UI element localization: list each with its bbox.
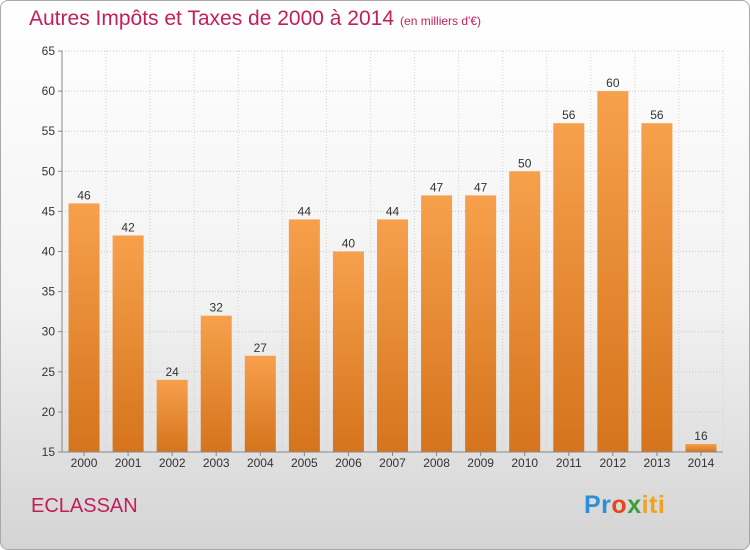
x-tick-label: 2014 bbox=[688, 456, 715, 470]
bar-value-label: 56 bbox=[650, 108, 664, 122]
logo-part-1: Pr bbox=[584, 491, 612, 519]
bar-value-label: 47 bbox=[474, 180, 488, 194]
x-tick-label: 2002 bbox=[159, 456, 186, 470]
y-tick-label: 60 bbox=[42, 84, 56, 98]
bar-2008 bbox=[421, 195, 453, 453]
bar-value-label: 47 bbox=[430, 180, 444, 194]
x-tick-label: 2012 bbox=[599, 456, 626, 470]
bars: 46 42 24 32 27 44 40 44 47 47 50 56 60 56 16 bbox=[68, 76, 717, 453]
y-tick-label: 65 bbox=[42, 44, 56, 58]
bar-2012 bbox=[597, 91, 629, 452]
y-tick-label: 15 bbox=[42, 445, 56, 459]
bar-2006 bbox=[332, 251, 364, 452]
commune-name: ECLASSAN bbox=[31, 495, 138, 517]
bar-value-label: 40 bbox=[342, 237, 356, 251]
bar-2013 bbox=[641, 123, 673, 453]
bar-2005 bbox=[288, 219, 320, 452]
x-tick-label: 2010 bbox=[511, 456, 538, 470]
bar-2014 bbox=[685, 443, 717, 452]
y-tick-label: 40 bbox=[42, 245, 56, 259]
x-tick-label: 2008 bbox=[423, 456, 450, 470]
bar-2003 bbox=[200, 315, 232, 452]
bar-value-label: 60 bbox=[606, 76, 620, 90]
chart-title-text: Autres Impôts et Taxes de 2000 à 2014 bbox=[29, 7, 395, 30]
y-tick-label: 50 bbox=[42, 164, 56, 178]
bar-2010 bbox=[509, 171, 541, 453]
x-tick-label: 2005 bbox=[291, 456, 318, 470]
logo-part-3: x bbox=[627, 491, 642, 519]
x-tick-label: 2007 bbox=[379, 456, 406, 470]
proxiti-logo[interactable]: Proxiti bbox=[584, 491, 665, 520]
bar-value-label: 44 bbox=[298, 204, 312, 218]
x-tick-label: 2000 bbox=[71, 456, 98, 470]
y-tick-label: 55 bbox=[42, 124, 56, 138]
bar-2011 bbox=[553, 123, 585, 453]
x-tick-label: 2001 bbox=[115, 456, 142, 470]
bar-2007 bbox=[377, 219, 408, 452]
bar-value-label: 56 bbox=[562, 108, 576, 122]
bar-value-label: 32 bbox=[210, 301, 224, 315]
y-tick-label: 45 bbox=[42, 204, 56, 218]
x-tick-label: 2006 bbox=[335, 456, 362, 470]
x-tick-label: 2009 bbox=[467, 456, 494, 470]
y-tick-label: 20 bbox=[42, 405, 56, 419]
x-tick-label: 2004 bbox=[247, 456, 274, 470]
bar-value-label: 24 bbox=[165, 365, 179, 379]
chart-title: Autres Impôts et Taxes de 2000 à 2014 (en… bbox=[29, 7, 481, 31]
bar-value-label: 50 bbox=[518, 156, 532, 170]
chart-subtitle: (en milliers d'€) bbox=[400, 14, 482, 28]
bar-value-label: 16 bbox=[694, 429, 708, 443]
x-tick-label: 2011 bbox=[556, 456, 582, 470]
bar-2000 bbox=[68, 203, 100, 452]
logo-part-2: o bbox=[611, 491, 628, 519]
bar-2001 bbox=[112, 235, 144, 452]
y-tick-label: 25 bbox=[42, 365, 56, 379]
bar-2002 bbox=[156, 379, 188, 452]
bar-value-label: 44 bbox=[386, 204, 400, 218]
x-tick-label: 2013 bbox=[644, 456, 671, 470]
logo-part-4: iti bbox=[641, 491, 666, 519]
x-tick-label: 2003 bbox=[203, 456, 230, 470]
bar-2004 bbox=[244, 355, 276, 452]
bar-value-label: 27 bbox=[254, 341, 268, 355]
axes: 15 20 25 30 35 40 45 50 55 60 65 2000 2001 2002 2003 20… bbox=[42, 44, 723, 470]
bar-2009 bbox=[465, 195, 497, 453]
y-tick-label: 30 bbox=[42, 325, 56, 339]
bar-value-label: 46 bbox=[77, 188, 91, 202]
y-tick-label: 35 bbox=[42, 285, 56, 299]
bar-value-label: 42 bbox=[121, 220, 135, 234]
